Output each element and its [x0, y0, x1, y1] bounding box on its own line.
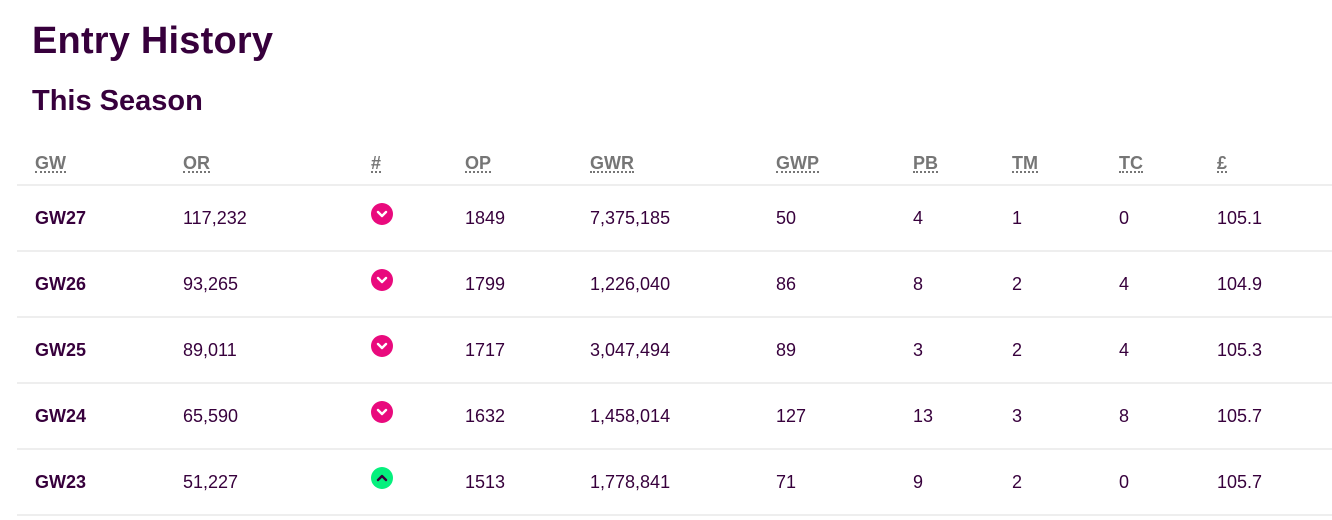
- col-header-tm: TM: [1012, 142, 1119, 186]
- cell-team-value: 105.3: [1217, 317, 1332, 384]
- table-row: GW25 89,011 1717 3,047,494 89 3 2 4 105.…: [17, 317, 1332, 384]
- cell-gameweek-points: 50: [776, 185, 913, 252]
- entry-history-table: GW OR # OP GWR GWP PB TM TC £ GW27 117,2…: [17, 142, 1332, 516]
- table-row: GW24 65,590 1632 1,458,014 127 13 3 8 10…: [17, 383, 1332, 450]
- cell-transfers-cost: 4: [1119, 251, 1217, 318]
- col-gwr-abbr[interactable]: GWR: [590, 152, 634, 173]
- col-or-abbr[interactable]: OR: [183, 152, 210, 173]
- cell-movement: [371, 383, 465, 450]
- cell-gameweek-rank: 1,226,040: [590, 251, 776, 318]
- cell-overall-points: 1799: [465, 251, 590, 318]
- cell-transfers-made: 3: [1012, 383, 1119, 450]
- col-header-tc: TC: [1119, 142, 1217, 186]
- cell-overall-points: 1513: [465, 449, 590, 516]
- col-header-op: OP: [465, 142, 590, 186]
- col-movement-abbr[interactable]: #: [371, 152, 382, 173]
- section-title: This Season: [32, 85, 203, 117]
- cell-movement: [371, 185, 465, 252]
- cell-points-bench: 13: [913, 383, 1012, 450]
- header-row: GW OR # OP GWR GWP PB TM TC £: [17, 142, 1332, 186]
- table-row: GW23 51,227 1513 1,778,841 71 9 2 0 105.…: [17, 449, 1332, 516]
- cell-gameweek-rank: 7,375,185: [590, 185, 776, 252]
- cell-gw: GW25: [17, 317, 183, 384]
- col-gwp-abbr[interactable]: GWP: [776, 152, 819, 173]
- cell-points-bench: 4: [913, 185, 1012, 252]
- cell-overall-rank: 51,227: [183, 449, 371, 516]
- cell-transfers-cost: 0: [1119, 449, 1217, 516]
- cell-overall-points: 1632: [465, 383, 590, 450]
- col-gw-abbr[interactable]: GW: [35, 152, 66, 173]
- cell-points-bench: 9: [913, 449, 1012, 516]
- cell-transfers-cost: 4: [1119, 317, 1217, 384]
- cell-transfers-made: 1: [1012, 185, 1119, 252]
- col-header-gw: GW: [17, 142, 183, 186]
- cell-team-value: 105.1: [1217, 185, 1332, 252]
- cell-transfers-made: 2: [1012, 251, 1119, 318]
- cell-team-value: 105.7: [1217, 449, 1332, 516]
- table-body: GW27 117,232 1849 7,375,185 50 4 1 0 105…: [17, 185, 1332, 516]
- cell-transfers-made: 2: [1012, 449, 1119, 516]
- cell-overall-rank: 93,265: [183, 251, 371, 318]
- cell-gameweek-points: 127: [776, 383, 913, 450]
- col-header-or: OR: [183, 142, 371, 186]
- col-header-movement: #: [371, 142, 465, 186]
- cell-movement: [371, 449, 465, 516]
- cell-gw: GW26: [17, 251, 183, 318]
- col-header-gwp: GWP: [776, 142, 913, 186]
- cell-gameweek-points: 89: [776, 317, 913, 384]
- chevron-down-icon: [371, 202, 393, 225]
- cell-gameweek-rank: 3,047,494: [590, 317, 776, 384]
- cell-overall-points: 1717: [465, 317, 590, 384]
- col-pb-abbr[interactable]: PB: [913, 152, 939, 173]
- cell-gameweek-points: 86: [776, 251, 913, 318]
- cell-gw: GW27: [17, 185, 183, 252]
- col-header-gwr: GWR: [590, 142, 776, 186]
- table-header: GW OR # OP GWR GWP PB TM TC £: [17, 142, 1332, 186]
- cell-overall-rank: 117,232: [183, 185, 371, 252]
- col-op-abbr[interactable]: OP: [465, 152, 492, 173]
- cell-overall-rank: 65,590: [183, 383, 371, 450]
- page-title: Entry History: [32, 20, 274, 62]
- chevron-up-icon: [371, 466, 393, 489]
- cell-gameweek-rank: 1,458,014: [590, 383, 776, 450]
- chevron-down-icon: [371, 334, 393, 357]
- cell-points-bench: 8: [913, 251, 1012, 318]
- col-header-value: £: [1217, 142, 1332, 186]
- col-tm-abbr[interactable]: TM: [1012, 152, 1038, 173]
- table-row: GW26 93,265 1799 1,226,040 86 8 2 4 104.…: [17, 251, 1332, 318]
- col-header-pb: PB: [913, 142, 1012, 186]
- cell-team-value: 105.7: [1217, 383, 1332, 450]
- cell-transfers-made: 2: [1012, 317, 1119, 384]
- cell-movement: [371, 317, 465, 384]
- chevron-down-icon: [371, 400, 393, 423]
- cell-transfers-cost: 8: [1119, 383, 1217, 450]
- cell-points-bench: 3: [913, 317, 1012, 384]
- cell-gameweek-rank: 1,778,841: [590, 449, 776, 516]
- cell-transfers-cost: 0: [1119, 185, 1217, 252]
- cell-team-value: 104.9: [1217, 251, 1332, 318]
- col-value-abbr[interactable]: £: [1217, 152, 1228, 173]
- cell-overall-rank: 89,011: [183, 317, 371, 384]
- cell-gw: GW23: [17, 449, 183, 516]
- cell-gameweek-points: 71: [776, 449, 913, 516]
- col-tc-abbr[interactable]: TC: [1119, 152, 1143, 173]
- chevron-down-icon: [371, 268, 393, 291]
- table-row: GW27 117,232 1849 7,375,185 50 4 1 0 105…: [17, 185, 1332, 252]
- cell-movement: [371, 251, 465, 318]
- cell-overall-points: 1849: [465, 185, 590, 252]
- cell-gw: GW24: [17, 383, 183, 450]
